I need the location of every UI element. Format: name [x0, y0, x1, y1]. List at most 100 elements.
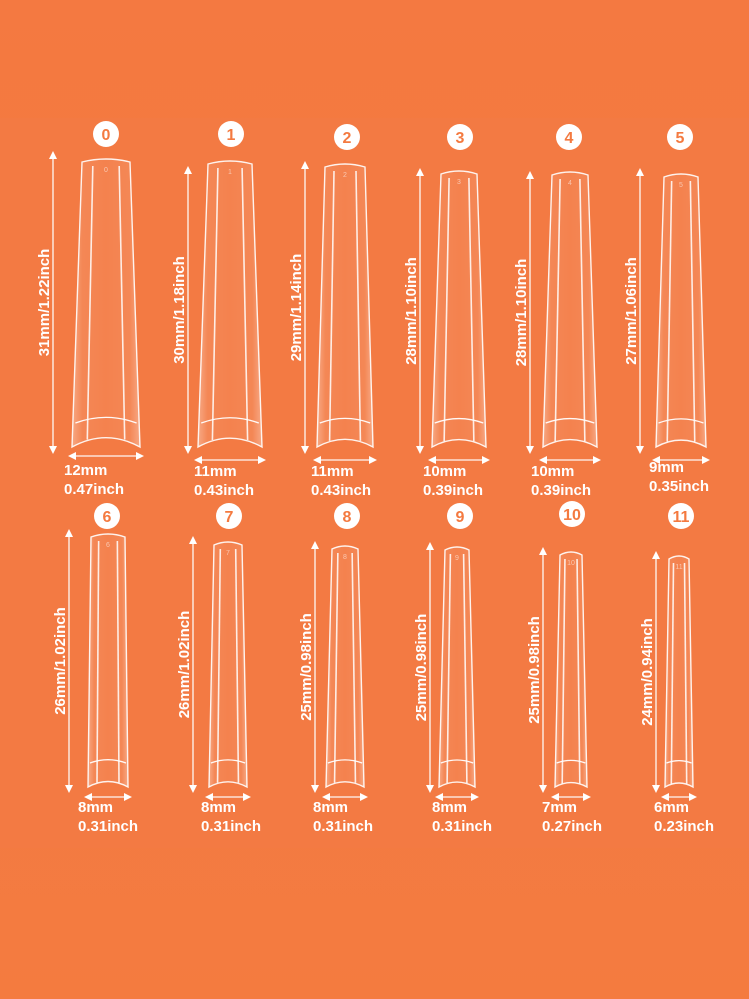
- nail-tip-10: 10 10 25mm/0.98inch 7mm 0.27inch: [526, 501, 602, 835]
- tip-highlight: [670, 562, 675, 784]
- tip-number: 3: [456, 130, 465, 147]
- length-label: 26mm/1.02inch: [52, 607, 69, 715]
- length-label: 25mm/0.98inch: [413, 614, 430, 722]
- nail-tip-3: 3 3 28mm/1.10inch 10mm 0.39inch: [403, 124, 490, 499]
- tip-stress-line: [89, 759, 127, 764]
- tip-highlight: [579, 178, 586, 442]
- length-label: 28mm/1.10inch: [513, 259, 530, 367]
- length-label: 25mm/0.98inch: [526, 616, 543, 724]
- nail-tip-shape: [71, 158, 141, 449]
- tip-engraved-number: 10: [567, 560, 575, 567]
- tip-highlight: [216, 548, 222, 783]
- tip-stress-line: [545, 417, 595, 424]
- tip-engraved-number: 2: [343, 172, 347, 179]
- width-mm-label: 6mm: [654, 799, 689, 816]
- width-mm-label: 8mm: [432, 799, 467, 816]
- tip-highlight: [351, 552, 357, 783]
- width-mm-label: 11mm: [311, 463, 354, 480]
- tip-stress-line: [200, 417, 260, 424]
- nail-tip-0: 0 0 31mm/1.22inch 12mm 0.47inch: [36, 121, 144, 498]
- tip-number-badge: [559, 501, 585, 527]
- nail-tip-shape: [325, 545, 365, 789]
- width-inch-label: 0.39inch: [423, 482, 483, 499]
- tip-highlight: [576, 558, 581, 784]
- tip-highlight: [211, 167, 219, 440]
- tip-highlight: [333, 552, 339, 783]
- tip-highlight: [86, 165, 94, 440]
- length-label: 30mm/1.18inch: [171, 256, 188, 364]
- length-label: 25mm/0.98inch: [298, 613, 315, 721]
- tip-number-badge: [447, 503, 473, 529]
- nail-tip-shape: [87, 533, 129, 789]
- nail-tip-shape: [664, 555, 694, 789]
- tip-highlight: [446, 553, 452, 784]
- nail-tip-shape: [316, 163, 374, 449]
- length-label: 31mm/1.22inch: [36, 249, 53, 357]
- tip-number: 8: [343, 509, 352, 526]
- nail-tip-2: 2 2 29mm/1.14inch 11mm 0.43inch: [288, 124, 377, 499]
- width-inch-label: 0.47inch: [64, 481, 124, 498]
- tip-engraved-number: 5: [679, 182, 683, 189]
- tip-stress-line: [319, 417, 371, 424]
- tip-engraved-number: 7: [226, 550, 230, 557]
- tip-engraved-number: 8: [343, 554, 347, 561]
- tip-number: 7: [225, 509, 234, 526]
- tip-stress-line: [556, 759, 586, 764]
- width-inch-label: 0.43inch: [194, 482, 254, 499]
- tip-engraved-number: 3: [457, 179, 461, 186]
- tip-stress-line: [210, 759, 246, 764]
- tip-number: 6: [103, 509, 112, 526]
- width-mm-label: 11mm: [194, 463, 237, 480]
- tip-highlight: [561, 558, 566, 784]
- tip-highlight: [96, 540, 100, 783]
- length-label: 24mm/0.94inch: [639, 618, 656, 726]
- width-mm-label: 8mm: [78, 799, 113, 816]
- width-inch-label: 0.31inch: [78, 818, 138, 835]
- tip-highlight: [118, 165, 126, 440]
- tip-number-badge: [556, 124, 582, 150]
- tip-number: 5: [676, 130, 685, 147]
- nail-tip-shape: [208, 541, 248, 789]
- nail-tip-6: 6 6 26mm/1.02inch 8mm 0.31inch: [52, 503, 138, 835]
- tip-highlight: [355, 170, 362, 441]
- tip-highlight: [666, 180, 673, 442]
- width-inch-label: 0.39inch: [531, 482, 591, 499]
- nail-tip-shape: [438, 546, 476, 789]
- width-mm-label: 12mm: [64, 462, 107, 479]
- tip-highlight: [462, 553, 468, 784]
- tip-number-badge: [218, 121, 244, 147]
- nail-tip-7: 7 7 26mm/1.02inch 8mm 0.31inch: [176, 503, 261, 835]
- tip-number-badge: [94, 503, 120, 529]
- nail-tip-1: 1 1 30mm/1.18inch 11mm 0.43inch: [171, 121, 266, 499]
- width-mm-label: 8mm: [313, 799, 348, 816]
- length-label: 26mm/1.02inch: [176, 611, 193, 719]
- tip-highlight: [689, 180, 696, 442]
- tip-number-badge: [668, 503, 694, 529]
- nail-tip-5: 5 5 27mm/1.06inch 9mm 0.35inch: [623, 124, 710, 495]
- width-mm-label: 7mm: [542, 799, 577, 816]
- tip-stress-line: [440, 759, 474, 764]
- nail-tip-11: 11 11 24mm/0.94inch 6mm 0.23inch: [639, 503, 714, 835]
- tip-number: 0: [102, 127, 111, 144]
- nail-tip-9: 9 9 25mm/0.98inch 8mm 0.31inch: [413, 503, 492, 835]
- tip-engraved-number: 4: [568, 180, 572, 187]
- tip-number: 2: [343, 130, 352, 147]
- length-label: 28mm/1.10inch: [403, 257, 420, 365]
- length-label: 29mm/1.14inch: [288, 254, 305, 362]
- tip-stress-line: [666, 759, 692, 764]
- tip-highlight: [241, 167, 249, 440]
- tip-stress-line: [327, 759, 363, 764]
- tip-highlight: [116, 540, 120, 783]
- width-mm-label: 10mm: [531, 463, 574, 480]
- width-inch-label: 0.43inch: [311, 482, 371, 499]
- tip-number-badge: [447, 124, 473, 150]
- tip-number: 4: [565, 130, 574, 147]
- tip-engraved-number: 9: [455, 555, 459, 562]
- nail-tip-shape: [197, 160, 263, 449]
- nail-tip-8: 8 8 25mm/0.98inch 8mm 0.31inch: [298, 503, 373, 835]
- tip-highlight: [328, 170, 335, 441]
- tip-highlight: [443, 177, 450, 442]
- tip-highlight: [554, 178, 561, 442]
